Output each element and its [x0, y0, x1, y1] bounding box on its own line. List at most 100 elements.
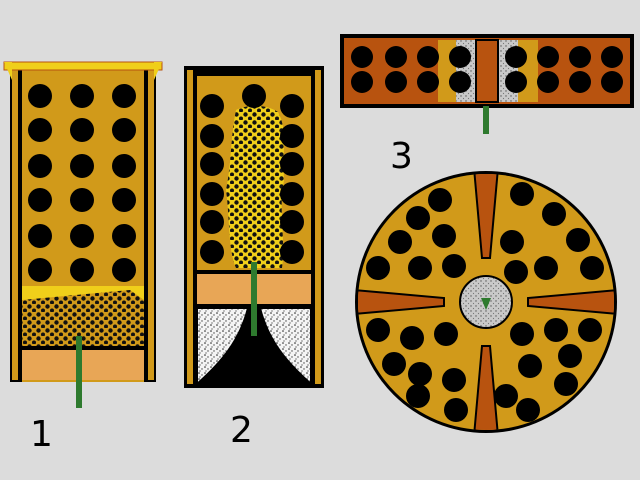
star [569, 46, 591, 68]
shell-2-stars [200, 84, 304, 264]
star [351, 46, 373, 68]
star [242, 84, 266, 108]
shell-1-base-plug [22, 350, 144, 380]
star [578, 318, 602, 342]
star [112, 224, 136, 248]
star [28, 154, 52, 178]
star [280, 182, 304, 206]
section-fuse [483, 106, 489, 134]
star [70, 154, 94, 178]
star [510, 182, 534, 206]
star [406, 206, 430, 230]
star [505, 71, 527, 93]
star [434, 322, 458, 346]
star [518, 354, 542, 378]
star [544, 318, 568, 342]
star [70, 84, 94, 108]
shell-2-right-wall [315, 70, 321, 384]
divider-bottom [472, 345, 500, 430]
star [554, 372, 578, 396]
star [510, 322, 534, 346]
star [449, 46, 471, 68]
star [28, 118, 52, 142]
star [417, 46, 439, 68]
star [28, 224, 52, 248]
star [400, 326, 424, 350]
shell-2-left-wall [187, 70, 193, 384]
star [280, 210, 304, 234]
star [500, 230, 524, 254]
star [112, 118, 136, 142]
star [442, 368, 466, 392]
figure-2-cylinder-shell: 2 [184, 66, 324, 451]
shell-1-left-wall [12, 64, 18, 380]
star [408, 362, 432, 386]
star [112, 258, 136, 282]
round-shell-fuse-marker [481, 298, 491, 310]
shell-1-right-wall [148, 64, 154, 380]
star [70, 258, 94, 282]
star [280, 152, 304, 176]
star [601, 71, 623, 93]
star [200, 152, 224, 176]
figure-3-label: 3 [390, 136, 413, 177]
star [280, 240, 304, 264]
star [112, 154, 136, 178]
star [366, 318, 390, 342]
star [516, 398, 540, 422]
star [432, 224, 456, 248]
star [200, 210, 224, 234]
star [505, 46, 527, 68]
section-stars [351, 46, 623, 93]
star [449, 71, 471, 93]
lift-charge-top-layer [22, 286, 144, 300]
star [112, 84, 136, 108]
figure-3-cross-section: 3 [340, 34, 634, 177]
divider-right [527, 288, 614, 316]
figure-2-label: 2 [230, 410, 253, 451]
shell-2-fuse [251, 262, 257, 336]
star [70, 224, 94, 248]
star [385, 46, 407, 68]
star [385, 71, 407, 93]
star [280, 124, 304, 148]
star [569, 71, 591, 93]
star [504, 260, 528, 284]
star [601, 46, 623, 68]
star [28, 84, 52, 108]
star [408, 256, 432, 280]
star [200, 124, 224, 148]
star [417, 71, 439, 93]
star [70, 188, 94, 212]
left-lift-charge [196, 307, 250, 387]
shell-1-stars [28, 84, 136, 282]
star [351, 71, 373, 93]
section-center-core [475, 39, 499, 103]
shell-1-divider [22, 346, 144, 350]
star [28, 258, 52, 282]
star [200, 182, 224, 206]
star [494, 384, 518, 408]
star [200, 240, 224, 264]
star [566, 228, 590, 252]
right-lift-charge [258, 307, 312, 387]
star [28, 188, 52, 212]
star [444, 398, 468, 422]
shell-1-fuse [76, 336, 82, 408]
figure-1-label: 1 [30, 414, 53, 455]
star [537, 71, 559, 93]
star [382, 352, 406, 376]
burst-charge-powder [226, 105, 284, 269]
round-shell-stars [366, 182, 604, 422]
divider-top [472, 174, 500, 259]
star [534, 256, 558, 280]
shell-1-top-cap [3, 61, 163, 71]
star [537, 46, 559, 68]
figure-1-cylinder-shell: 1 [3, 61, 163, 455]
star [428, 188, 452, 212]
figure-round-shell-top-view [355, 171, 617, 433]
star [542, 202, 566, 226]
star [442, 254, 466, 278]
round-shell-dividers [358, 174, 614, 430]
